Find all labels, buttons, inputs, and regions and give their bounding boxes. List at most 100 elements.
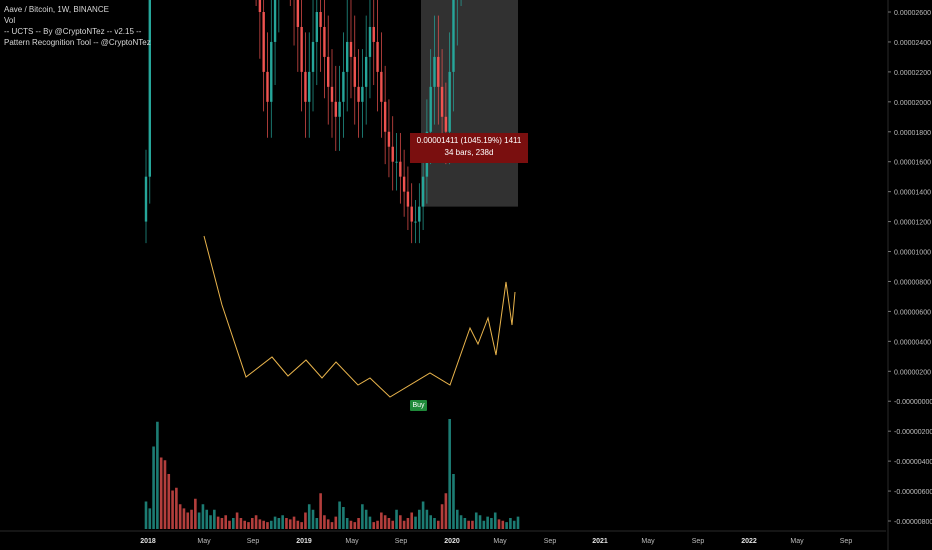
volume-bar <box>273 516 277 529</box>
volume-bar <box>323 515 326 529</box>
volume-bar <box>292 516 296 529</box>
candle-body <box>330 86 334 102</box>
candle-body <box>452 0 455 72</box>
y-tick-label: 0.00000200 <box>894 369 931 376</box>
volume-bar <box>440 504 444 529</box>
volume-bar <box>425 509 429 529</box>
x-tick-label: May <box>641 538 655 545</box>
x-tick-label: 2018 <box>140 538 156 545</box>
candle-body <box>372 26 375 42</box>
volume-bar <box>429 515 432 529</box>
volume-bar <box>342 507 345 529</box>
volume-bar <box>201 504 205 529</box>
volume-bar <box>421 501 425 529</box>
x-tick-label: Sep <box>395 538 408 545</box>
candle-body <box>353 56 356 87</box>
x-tick-label: Sep <box>692 538 705 545</box>
volume-bar <box>239 518 243 529</box>
volume-bar <box>232 518 235 529</box>
y-tick-label: 0.00001000 <box>894 250 931 257</box>
candle-body <box>144 176 148 222</box>
candle-body <box>376 41 379 72</box>
candle-body <box>319 12 322 27</box>
volume-bar <box>387 518 391 529</box>
candle-body <box>327 56 330 87</box>
candle-body <box>296 0 300 27</box>
volume-bar <box>171 490 174 529</box>
candle-body <box>444 116 448 132</box>
y-tick-label: 0.00001600 <box>894 160 931 167</box>
volume-bar <box>307 504 311 529</box>
volume-bar <box>197 512 201 529</box>
volume-bar <box>471 520 474 529</box>
candle-body <box>323 26 326 57</box>
legend-symbol[interactable]: Aave / Bitcoin, 1W, BINANCE <box>4 5 109 14</box>
y-tick-label: 0.00001800 <box>894 130 931 137</box>
y-tick-label: 0.00002600 <box>894 10 931 17</box>
volume-bar <box>463 518 467 529</box>
volume-bar <box>186 512 190 529</box>
volume-bar <box>467 520 470 529</box>
candle-body <box>308 71 311 102</box>
x-tick-label: Sep <box>544 538 557 545</box>
y-tick-label: 0.00001400 <box>894 190 931 197</box>
candle-body <box>368 26 372 57</box>
volume-bar <box>281 515 284 529</box>
volume-bar <box>376 520 379 529</box>
candle-body <box>315 12 319 42</box>
y-tick-label: 0.00000600 <box>894 309 931 316</box>
candle-body <box>304 71 307 102</box>
volume-bar <box>266 522 269 529</box>
y-tick-label: -0.00000000 <box>894 399 932 406</box>
candle-body <box>258 0 262 12</box>
volume-bar <box>213 509 216 529</box>
volume-bar <box>326 519 330 529</box>
candle-body <box>334 101 337 117</box>
candle-body <box>402 176 406 192</box>
volume-bar <box>288 519 292 529</box>
volume-bar <box>349 520 353 529</box>
volume-bar <box>334 516 338 529</box>
candle-body <box>273 0 277 42</box>
volume-bar <box>319 493 322 529</box>
volume-bar <box>361 504 364 529</box>
volume-bar <box>216 516 220 529</box>
candle-body <box>345 41 349 72</box>
measure-tooltip-bars: 34 bars, 238d <box>444 148 494 157</box>
volume-bar <box>156 421 159 529</box>
x-tick-label: 2019 <box>296 538 312 545</box>
volume-bar <box>209 515 212 529</box>
candle-body <box>338 101 341 117</box>
volume-bar <box>330 522 334 529</box>
volume-bar <box>194 498 197 529</box>
volume-bar <box>300 522 303 529</box>
volume-bar <box>433 518 436 529</box>
volume-bar <box>399 515 402 529</box>
measure-tooltip-change: 0.00001411 (1045.19%) 1411 <box>416 136 522 145</box>
x-tick-label: 2022 <box>741 538 757 545</box>
candle-body <box>437 56 440 87</box>
candle-body <box>399 161 402 177</box>
volume-bar <box>247 522 250 529</box>
legend-pattern-tool[interactable]: Pattern Recognition Tool -- @CryptoNTez <box>4 38 151 47</box>
legend-ucts-indicator[interactable]: -- UCTS -- By @CryptoNTez -- v2.15 -- <box>4 27 142 36</box>
candle-body <box>406 191 410 207</box>
candle-body <box>349 41 353 57</box>
volume-bar <box>178 504 182 529</box>
candle-body <box>266 71 269 102</box>
volume-bar <box>402 520 406 529</box>
volume-bar <box>243 520 246 529</box>
candle-body <box>391 146 394 162</box>
volume-bar <box>410 512 414 529</box>
volume-bar <box>501 520 505 529</box>
volume-bar <box>380 512 383 529</box>
y-tick-label: 0.00002200 <box>894 70 931 77</box>
x-tick-label: 2021 <box>592 538 608 545</box>
volume-bar <box>258 519 262 529</box>
y-tick-label: 0.00000400 <box>894 339 931 346</box>
legend-volume[interactable]: Vol <box>4 16 16 25</box>
candle-body <box>311 41 315 72</box>
candle-body <box>300 26 303 72</box>
volume-bar <box>364 509 368 529</box>
